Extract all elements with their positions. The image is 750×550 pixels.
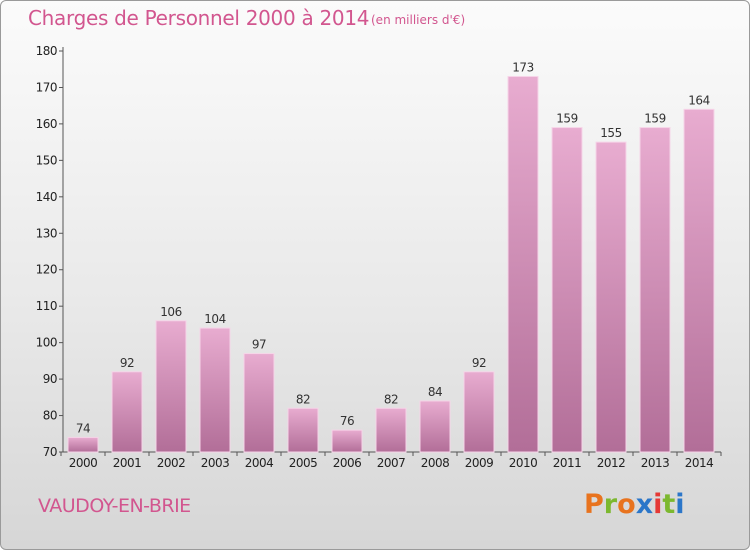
- y-tick-label: 180: [36, 44, 57, 58]
- chart-unit-label: (en milliers d'€): [371, 13, 466, 27]
- logo-letter: i: [675, 489, 685, 520]
- logo-letter: r: [603, 489, 618, 520]
- bar-2010: [507, 76, 539, 453]
- x-tick-label-2001: 2001: [113, 456, 142, 470]
- x-tick-label-2012: 2012: [597, 456, 626, 470]
- y-tick-label: 120: [36, 263, 57, 277]
- bar-2005: [287, 407, 319, 453]
- value-label-2011: 159: [556, 112, 577, 126]
- bar-2004: [243, 353, 275, 453]
- x-tick-label-2004: 2004: [245, 456, 274, 470]
- bars: [67, 76, 715, 453]
- value-label-2006: 76: [340, 414, 354, 428]
- logo-letter: t: [662, 489, 676, 520]
- y-tick-label: 90: [43, 372, 57, 386]
- value-label-2009: 92: [472, 356, 486, 370]
- value-label-2001: 92: [120, 356, 134, 370]
- x-tick-label-2009: 2009: [465, 456, 494, 470]
- logo-letter: o: [617, 489, 636, 520]
- logo-letter: P: [584, 489, 604, 520]
- value-label-2008: 84: [428, 385, 442, 399]
- x-tick-label-2011: 2011: [553, 456, 582, 470]
- y-axis: 70 80 90 100 110 120 130 140 150 160 170 180: [36, 44, 64, 459]
- value-label-2004: 97: [252, 338, 266, 352]
- value-label-2012: 155: [600, 126, 621, 140]
- y-tick-label: 80: [43, 409, 57, 423]
- value-label-2014: 164: [688, 93, 709, 107]
- y-tick-label: 140: [36, 190, 57, 204]
- value-label-2002: 106: [160, 305, 181, 319]
- value-label-2013: 159: [644, 112, 665, 126]
- value-label-2000: 74: [76, 421, 90, 435]
- x-tick-label-2007: 2007: [377, 456, 406, 470]
- bar-2014: [683, 108, 715, 453]
- y-tick-label: 160: [36, 117, 57, 131]
- bar-2002: [155, 320, 187, 453]
- x-tick-label-2002: 2002: [157, 456, 186, 470]
- value-label-2003: 104: [204, 312, 225, 326]
- chart-title: Charges de Personnel 2000 à 2014: [28, 6, 370, 30]
- bar-2008: [419, 400, 451, 453]
- value-label-2010: 173: [512, 61, 533, 75]
- x-tick-label-2008: 2008: [421, 456, 450, 470]
- bar-2012: [595, 141, 627, 453]
- bar-2001: [111, 371, 143, 453]
- x-axis: 2000 2001 2002 2003 2004 2005 2006 2007 2008 2009…: [60, 451, 722, 470]
- bar-2006: [331, 429, 363, 453]
- value-labels: 74 92 106 104 97 82 76 82 84 92 173 159 155 159 164: [76, 61, 710, 436]
- proxiti-logo: Proxiti: [584, 489, 685, 520]
- x-tick-label-2014: 2014: [685, 456, 714, 470]
- logo-letter: x: [635, 489, 654, 520]
- y-tick-label: 70: [43, 445, 57, 459]
- x-tick-label-2005: 2005: [289, 456, 318, 470]
- bar-2013: [639, 127, 671, 453]
- bar-2007: [375, 407, 407, 453]
- x-tick-label-2003: 2003: [201, 456, 230, 470]
- x-tick-label-2010: 2010: [509, 456, 538, 470]
- y-tick-label: 110: [36, 299, 57, 313]
- y-tick-label: 130: [36, 226, 57, 240]
- y-tick-label: 170: [36, 80, 57, 94]
- x-tick-label-2000: 2000: [69, 456, 98, 470]
- value-label-2005: 82: [296, 392, 310, 406]
- y-tick-label: 150: [36, 153, 57, 167]
- commune-name: VAUDOY-EN-BRIE: [38, 495, 191, 517]
- y-tick-label: 100: [36, 336, 57, 350]
- bar-2009: [463, 371, 495, 453]
- value-label-2007: 82: [384, 392, 398, 406]
- x-tick-label-2013: 2013: [641, 456, 670, 470]
- logo-letter: i: [653, 489, 663, 520]
- bar-2000: [67, 436, 99, 453]
- bar-2011: [551, 127, 583, 453]
- x-tick-label-2006: 2006: [333, 456, 362, 470]
- bar-2003: [199, 327, 231, 453]
